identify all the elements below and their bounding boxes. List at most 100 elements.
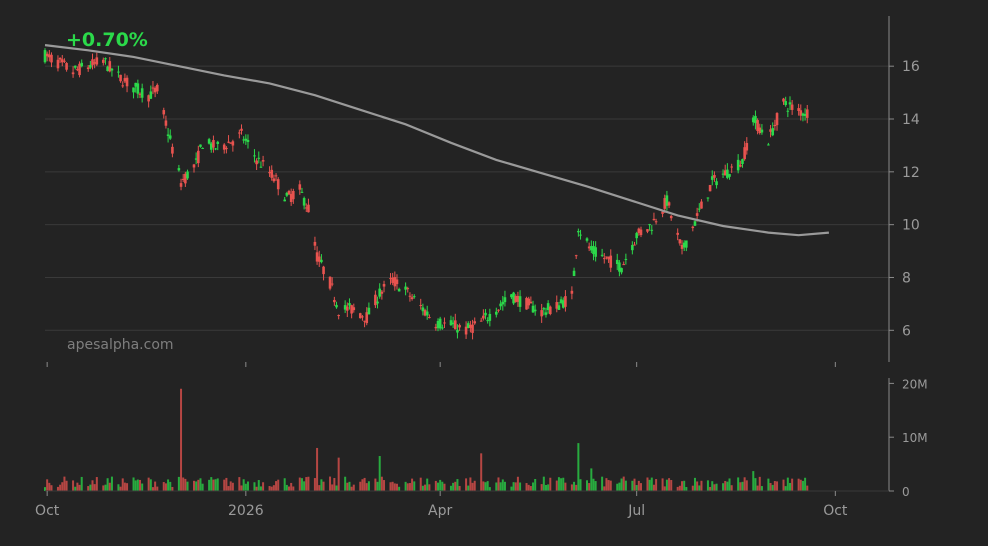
candle-body xyxy=(229,142,233,144)
volume-bar xyxy=(329,476,332,491)
volume-bars xyxy=(44,388,809,491)
volume-bar xyxy=(698,485,701,491)
candle-body xyxy=(579,234,582,236)
candle-body xyxy=(408,295,412,297)
volume-bar xyxy=(147,477,150,491)
price-tick-label: 14 xyxy=(902,112,920,128)
volume-bar xyxy=(484,482,487,491)
volume-bar xyxy=(74,486,77,491)
volume-bar xyxy=(609,480,612,491)
candle-body xyxy=(458,325,461,328)
candle-body xyxy=(270,169,274,178)
volume-bar xyxy=(182,477,185,491)
candle-body xyxy=(635,233,638,239)
volume-tick-label: 10M xyxy=(902,431,928,445)
candle-body xyxy=(620,268,623,273)
volume-bar xyxy=(277,479,280,491)
candle-body xyxy=(706,197,710,199)
candle-body xyxy=(449,320,453,326)
volume-bar xyxy=(557,477,560,491)
candle-body xyxy=(397,288,401,292)
volume-bar xyxy=(570,484,573,491)
volume-bar xyxy=(577,443,580,491)
candle-body xyxy=(423,310,427,316)
candle-body xyxy=(726,169,729,178)
candle-body xyxy=(756,120,759,131)
candle-body xyxy=(602,258,606,260)
volume-bar xyxy=(724,480,727,491)
volume-bar xyxy=(376,481,379,491)
volume-bar xyxy=(242,479,245,491)
candle-body xyxy=(121,85,125,87)
volume-bar xyxy=(771,484,774,491)
volume-bar xyxy=(601,476,604,491)
candle-body xyxy=(134,82,137,87)
candle-body xyxy=(473,321,477,324)
volume-bar xyxy=(305,477,308,491)
candle-body xyxy=(425,311,429,316)
volume-bar xyxy=(426,478,429,491)
candle-body xyxy=(253,155,256,157)
volume-bar xyxy=(696,481,699,491)
candle-body xyxy=(723,170,727,176)
volume-bar xyxy=(253,482,256,491)
candle-body xyxy=(585,238,589,241)
volume-bar xyxy=(227,486,230,491)
volume-bar xyxy=(458,485,461,491)
volume-bar xyxy=(562,477,565,491)
volume-bar xyxy=(87,486,90,491)
candle-body xyxy=(302,198,306,206)
candle-body xyxy=(304,207,308,209)
volume-bar xyxy=(769,483,772,491)
volume-bar xyxy=(756,485,759,491)
volume-bar xyxy=(652,484,655,491)
candle-body xyxy=(767,144,770,146)
volume-bar xyxy=(637,480,640,491)
candle-body xyxy=(89,65,92,68)
volume-bar xyxy=(594,481,597,491)
candle-body xyxy=(451,322,455,325)
candle-body xyxy=(93,62,96,64)
volume-bar xyxy=(527,484,530,491)
price-gridlines xyxy=(45,65,889,331)
volume-bar xyxy=(156,486,159,491)
volume-bar xyxy=(670,480,673,491)
volume-bar xyxy=(80,476,83,491)
volume-bar xyxy=(46,479,49,491)
candle-body xyxy=(680,244,684,249)
volume-bar xyxy=(467,485,470,491)
date-tick-label: Oct xyxy=(35,503,60,519)
volume-bar xyxy=(275,481,278,491)
candle-body xyxy=(71,72,75,75)
candle-body xyxy=(382,284,386,287)
volume-bar xyxy=(171,486,174,491)
volume-bar xyxy=(668,478,671,491)
volume-bar xyxy=(424,484,427,491)
volume-bar xyxy=(408,483,411,491)
candle-body xyxy=(751,117,755,123)
volume-bar xyxy=(164,483,167,491)
candle-body xyxy=(607,256,610,260)
volume-bar xyxy=(631,480,634,491)
volume-bar xyxy=(743,477,746,491)
volume-bar xyxy=(473,480,476,491)
candle-body xyxy=(91,59,94,66)
volume-bar xyxy=(754,478,757,491)
volume-bar xyxy=(782,479,785,491)
candle-body xyxy=(395,279,399,285)
volume-bar xyxy=(184,478,187,491)
volume-bar xyxy=(683,480,686,491)
candle-body xyxy=(570,290,574,294)
price-tick-label: 10 xyxy=(902,218,920,234)
candle-body xyxy=(209,143,213,150)
candle-body xyxy=(456,329,459,333)
volume-bar xyxy=(117,484,120,491)
candle-body xyxy=(466,323,470,329)
candle-body xyxy=(605,256,608,258)
candle-body xyxy=(486,320,489,322)
volume-bar xyxy=(456,479,459,491)
candle-body xyxy=(438,318,442,329)
candle-body xyxy=(697,208,701,210)
volume-bar xyxy=(616,483,619,491)
candle-body xyxy=(453,320,457,330)
